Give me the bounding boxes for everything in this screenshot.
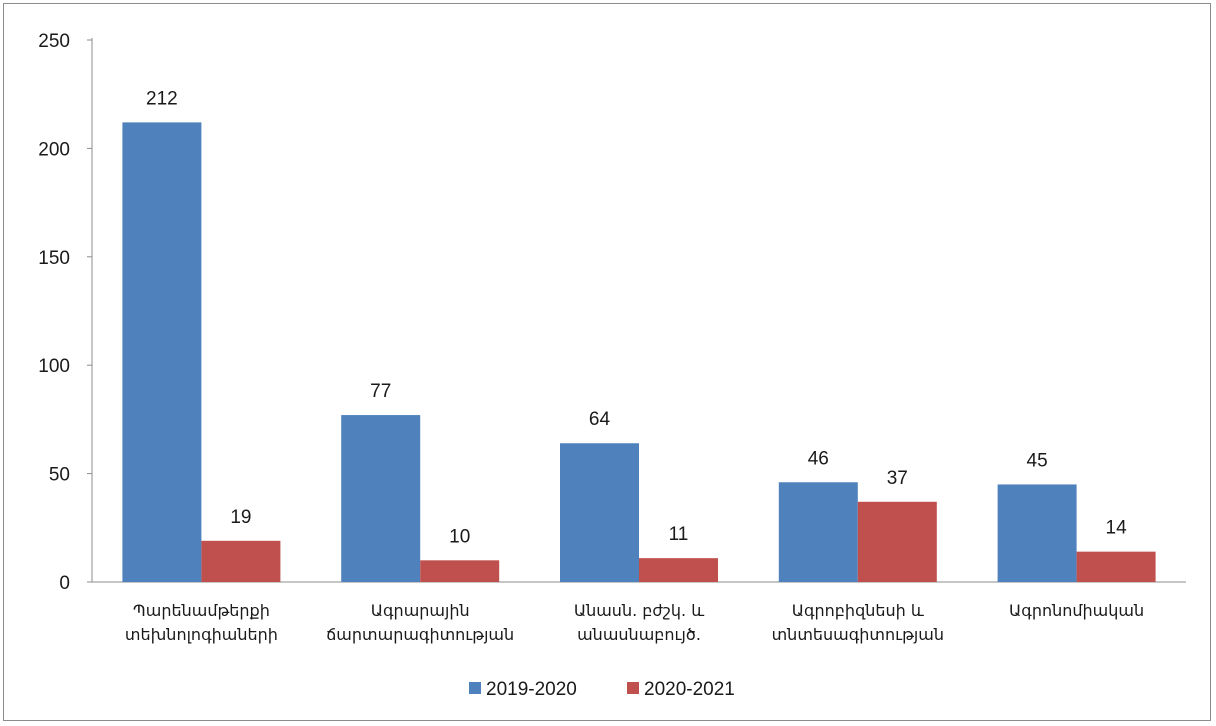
data-label: 64 bbox=[589, 409, 611, 430]
legend-swatch bbox=[627, 682, 639, 694]
x-category-label: Ագրոնոմիական bbox=[1009, 601, 1144, 620]
bar-2020-2021-2 bbox=[639, 558, 718, 582]
bar-2019-2020-3 bbox=[778, 482, 858, 582]
y-tick-label: 100 bbox=[38, 356, 70, 377]
x-category-label: տնտեսագիտության bbox=[772, 625, 944, 644]
bar-2019-2020-2 bbox=[560, 443, 639, 582]
legend-swatch bbox=[469, 682, 481, 694]
x-category-label: անասնաբույծ. bbox=[577, 625, 701, 644]
bar-2020-2021-3 bbox=[857, 501, 937, 582]
legend-label: 2020-2021 bbox=[644, 679, 735, 700]
data-label: 19 bbox=[230, 507, 251, 528]
data-label: 11 bbox=[669, 524, 689, 545]
x-category-label: տեխնոլոգիաների bbox=[125, 625, 278, 644]
data-label: 212 bbox=[146, 88, 178, 109]
y-tick-label: 0 bbox=[59, 573, 70, 594]
bar-2020-2021-1 bbox=[420, 560, 500, 582]
y-tick-label: 150 bbox=[38, 248, 70, 269]
data-label: 37 bbox=[887, 468, 908, 489]
y-tick-label: 50 bbox=[49, 465, 70, 486]
x-category-label: Պարենամթերքի bbox=[133, 601, 270, 620]
data-label: 46 bbox=[808, 448, 829, 469]
data-label: 14 bbox=[1106, 518, 1128, 539]
x-category-label: Անասն. բժշկ. և bbox=[574, 601, 704, 620]
chart-frame bbox=[3, 3, 1211, 721]
data-label: 10 bbox=[449, 526, 470, 547]
x-category-label: ճարտարագիտության bbox=[326, 625, 514, 644]
y-tick-label: 250 bbox=[38, 31, 70, 52]
bar-2019-2020-4 bbox=[997, 484, 1077, 582]
x-category-label: Ագրարային bbox=[371, 601, 470, 620]
data-label: 77 bbox=[370, 381, 391, 402]
x-category-label: Ագրոբիզնեսի և bbox=[792, 601, 924, 620]
data-label: 45 bbox=[1027, 450, 1048, 471]
y-tick-label: 200 bbox=[38, 139, 70, 160]
bar-2020-2021-4 bbox=[1076, 551, 1156, 582]
bar-2019-2020-0 bbox=[122, 122, 202, 582]
bar-2019-2020-1 bbox=[341, 415, 421, 582]
legend-label: 2019-2020 bbox=[486, 679, 577, 700]
bar-2020-2021-0 bbox=[201, 540, 281, 582]
